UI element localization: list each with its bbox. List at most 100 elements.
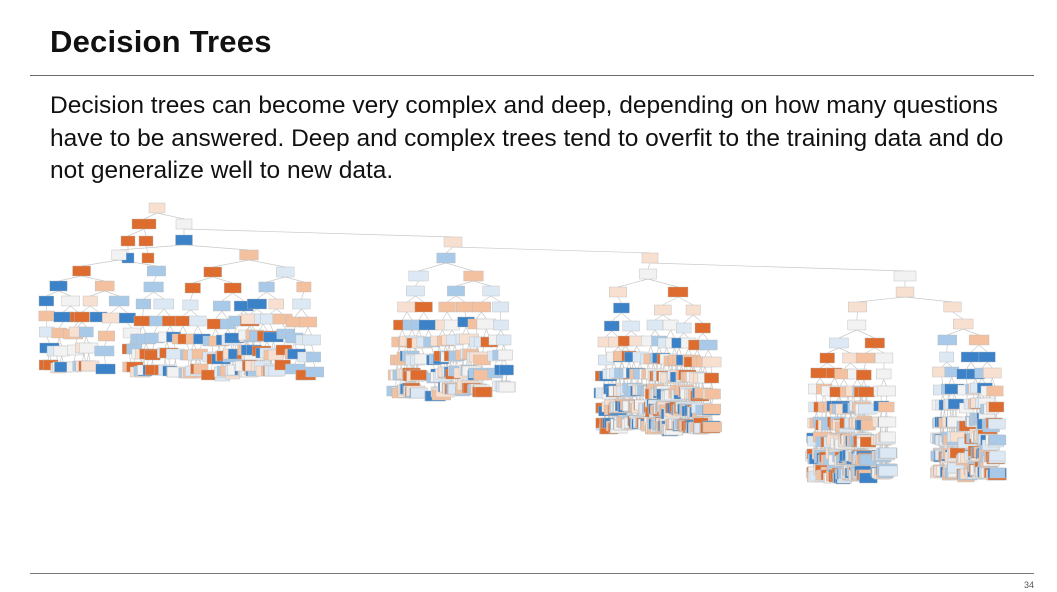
- tree-node: [472, 301, 491, 313]
- tree-edge: [190, 292, 194, 301]
- tree-edge: [104, 290, 120, 297]
- tree-node: [111, 249, 127, 261]
- tree-edge: [843, 378, 849, 388]
- tree-edge: [865, 347, 875, 354]
- tree-edge: [145, 343, 149, 350]
- tree-node: [133, 315, 152, 327]
- tree-edge: [650, 345, 654, 355]
- tree-edge: [446, 311, 453, 321]
- tree-node: [292, 298, 311, 310]
- tree-node: [148, 202, 166, 214]
- tree-edge: [58, 337, 63, 347]
- tree-edge: [481, 311, 487, 320]
- tree-node: [878, 416, 897, 428]
- tree-edge: [303, 326, 309, 336]
- tree-edge: [406, 295, 416, 303]
- tree-node: [685, 304, 701, 316]
- tree-edge: [88, 352, 91, 362]
- tree-edge: [646, 363, 649, 370]
- tree-edge: [215, 310, 223, 320]
- tree-node: [953, 318, 974, 330]
- tree-edge: [625, 330, 632, 337]
- tree-edge: [465, 326, 470, 335]
- tree-edge: [190, 343, 195, 351]
- tree-edge: [182, 309, 191, 317]
- tree-edge: [662, 296, 679, 306]
- tree-node: [989, 450, 1006, 462]
- tree-edge: [500, 329, 505, 336]
- tree-edge: [425, 329, 429, 338]
- tree-edge: [445, 246, 454, 254]
- tree-node: [878, 401, 895, 413]
- tree-node: [78, 326, 94, 338]
- tree-edge: [476, 311, 482, 320]
- tree-edge: [294, 308, 302, 318]
- tree-node: [875, 352, 894, 364]
- tree-edge: [711, 398, 713, 405]
- tree-edge: [237, 310, 244, 317]
- tree-node: [498, 381, 516, 393]
- tree-node: [224, 282, 242, 294]
- tree-node: [296, 281, 312, 293]
- tree-node: [153, 298, 175, 310]
- tree-edge: [647, 278, 679, 288]
- tree-node: [847, 301, 868, 313]
- tree-node: [988, 434, 1007, 446]
- tree-edge: [677, 296, 694, 306]
- tree-edge: [978, 344, 988, 353]
- tree-node: [456, 301, 474, 313]
- tree-node: [676, 322, 692, 334]
- tree-edge: [443, 345, 446, 352]
- tree-edge: [199, 343, 203, 350]
- tree-node: [986, 385, 1004, 397]
- tree-edge: [256, 291, 267, 300]
- tree-node: [258, 281, 275, 293]
- tree-edge: [59, 355, 63, 363]
- tree-edge: [85, 336, 89, 344]
- tree-node: [189, 315, 207, 327]
- tree-edge: [685, 347, 689, 356]
- page-number: 34: [1023, 580, 1034, 590]
- tree-node: [943, 301, 962, 313]
- tree-node: [482, 285, 500, 297]
- tree-node: [436, 252, 456, 264]
- tree-edge: [256, 308, 264, 315]
- tree-node: [276, 266, 295, 278]
- tree-edge: [628, 360, 632, 370]
- tree-edge: [294, 342, 297, 350]
- tree-node: [94, 280, 115, 292]
- tree-edge: [401, 311, 408, 321]
- tree-node: [604, 320, 620, 332]
- tree-edge: [452, 246, 651, 254]
- tree-node: [662, 319, 679, 331]
- tree-edge: [994, 395, 997, 403]
- tree-node: [61, 295, 80, 307]
- tree-edge: [127, 228, 145, 237]
- tree-edge: [153, 325, 158, 334]
- tree-edge: [61, 355, 64, 363]
- tree-edge: [617, 296, 622, 304]
- tree-node: [950, 431, 965, 443]
- tree-edge: [301, 291, 305, 300]
- tree-edge: [46, 290, 59, 297]
- tree-node: [184, 282, 201, 294]
- tree-node: [175, 315, 191, 327]
- tree-edge: [415, 280, 419, 287]
- tree-edge: [439, 329, 443, 337]
- tree-node: [702, 356, 722, 368]
- tree-node: [613, 302, 630, 314]
- tree-edge: [418, 311, 424, 321]
- tree-node: [193, 363, 209, 375]
- tree-edge: [183, 244, 250, 251]
- tree-node: [937, 334, 957, 346]
- footer-divider: [30, 573, 1034, 574]
- tree-edge: [885, 411, 888, 418]
- tree-edge: [834, 377, 840, 387]
- tree-edge: [164, 357, 167, 366]
- tree-edge: [103, 355, 106, 365]
- tree-edge: [221, 292, 233, 302]
- tree-edge: [683, 332, 689, 339]
- tree-node: [120, 235, 136, 247]
- tree-node: [879, 447, 897, 459]
